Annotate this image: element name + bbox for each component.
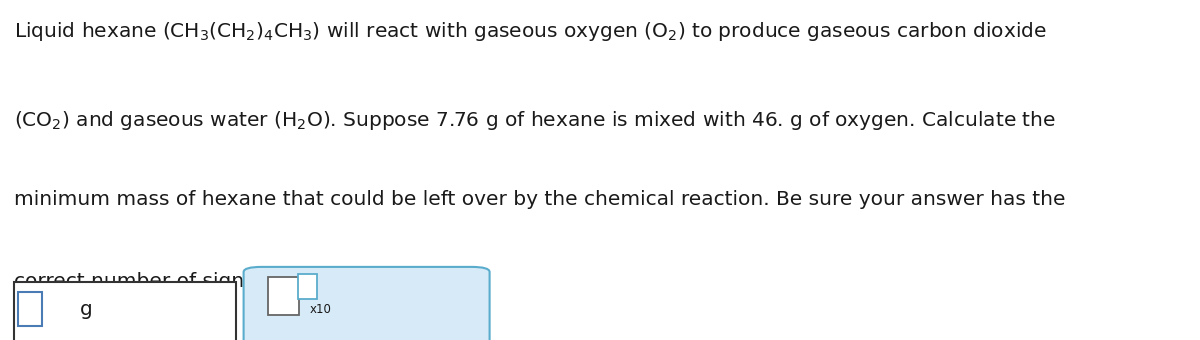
Text: correct number of significant digits.: correct number of significant digits. (14, 272, 374, 291)
Text: $\left(\mathrm{CO_2}\right)$ and gaseous water $\left(\mathrm{H_2O}\right)$. Sup: $\left(\mathrm{CO_2}\right)$ and gaseous… (14, 109, 1056, 132)
FancyBboxPatch shape (268, 277, 299, 314)
FancyBboxPatch shape (14, 282, 236, 340)
FancyBboxPatch shape (18, 292, 42, 326)
Text: g: g (80, 300, 92, 319)
FancyBboxPatch shape (298, 274, 317, 299)
FancyBboxPatch shape (244, 267, 490, 340)
Text: x10: x10 (310, 303, 331, 316)
Text: Liquid hexane $\left(\mathrm{CH_3(CH_2)_4CH_3}\right)$ will react with gaseous o: Liquid hexane $\left(\mathrm{CH_3(CH_2)_… (14, 20, 1048, 44)
Text: minimum mass of hexane that could be left over by the chemical reaction. Be sure: minimum mass of hexane that could be lef… (14, 190, 1066, 209)
